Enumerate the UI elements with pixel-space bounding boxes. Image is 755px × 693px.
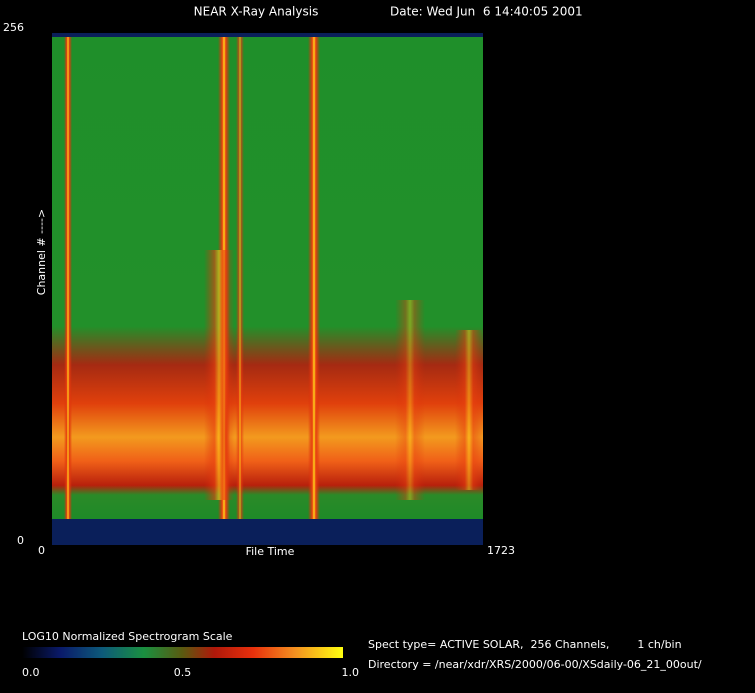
colorbar-tick-label: 1.0 <box>342 666 360 679</box>
streak <box>455 330 483 490</box>
streak <box>236 37 244 519</box>
colorbar-tick-label: 0.5 <box>174 666 192 679</box>
streak <box>308 37 320 519</box>
y-tick-label: 256 <box>3 21 24 34</box>
info-line: Directory = /near/xdr/XRS/2000/06-00/XSd… <box>368 658 702 671</box>
x-axis-label: File Time <box>246 545 295 558</box>
colorbar-tick-label: 0.0 <box>22 666 40 679</box>
streak <box>64 37 72 519</box>
info-line: Spect type= ACTIVE SOLAR, 256 Channels, … <box>368 638 682 651</box>
chart-title: NEAR X-Ray Analysis <box>194 5 319 19</box>
spectrogram <box>52 33 483 545</box>
y-axis-label: Channel # ----> <box>35 209 48 295</box>
date: Date: Wed Jun 6 14:40:05 2001 <box>390 5 583 19</box>
x-tick-label: 0 <box>38 544 45 557</box>
streak <box>204 250 234 500</box>
x-tick-label: 1723 <box>487 544 515 557</box>
colorbar-title: LOG10 Normalized Spectrogram Scale <box>22 630 233 643</box>
y-tick-label: 0 <box>17 534 24 547</box>
streak <box>395 300 425 500</box>
colorbar <box>22 647 343 658</box>
